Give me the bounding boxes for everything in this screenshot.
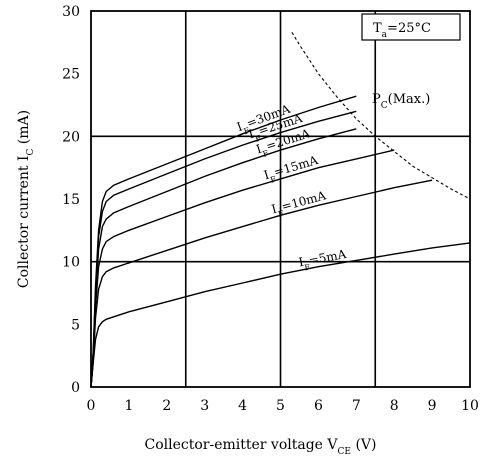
x-tick-label: 0 bbox=[87, 398, 96, 414]
y-axis-label: Collector current IC (mA) bbox=[16, 110, 36, 288]
x-tick-label: 5 bbox=[276, 398, 285, 414]
grid bbox=[91, 11, 470, 387]
series-line-3 bbox=[90, 149, 395, 388]
x-axis-label: Collector-emitter voltage VCE (V) bbox=[145, 437, 377, 457]
power-max-label: PC(Max.) bbox=[372, 92, 430, 111]
y-tick-label: 30 bbox=[62, 4, 80, 20]
x-tick-label: 7 bbox=[352, 398, 361, 414]
series-label-4: IF=10mA bbox=[270, 188, 329, 220]
temperature-label: Ta=25°C bbox=[373, 21, 431, 40]
series-line-4 bbox=[90, 179, 433, 388]
plot-frame bbox=[90, 10, 471, 388]
x-tick-label: 3 bbox=[200, 398, 209, 414]
y-tick-labels: 0 5 10 15 20 25 30 bbox=[62, 4, 80, 396]
y-tick-label: 10 bbox=[62, 255, 80, 271]
series-line-2 bbox=[90, 128, 357, 388]
x-tick-label: 8 bbox=[390, 398, 399, 414]
y-tick-label: 25 bbox=[62, 67, 80, 83]
x-tick-label: 6 bbox=[314, 398, 323, 414]
series-line-1 bbox=[90, 110, 357, 388]
x-tick-label: 1 bbox=[124, 398, 133, 414]
y-tick-label: 15 bbox=[62, 192, 80, 208]
x-tick-label: 9 bbox=[428, 398, 437, 414]
curves bbox=[90, 32, 471, 388]
y-tick-label: 0 bbox=[71, 380, 80, 396]
x-tick-label: 10 bbox=[461, 398, 479, 414]
series-label-5: IF=5mA bbox=[297, 247, 348, 273]
y-tick-label: 20 bbox=[62, 129, 80, 145]
x-tick-labels: 0 1 2 3 4 5 6 7 8 9 10 bbox=[87, 398, 479, 414]
x-tick-label: 2 bbox=[162, 398, 171, 414]
temperature-box bbox=[361, 13, 461, 41]
power-max-curve bbox=[291, 32, 471, 200]
x-tick-label: 4 bbox=[238, 398, 247, 414]
y-tick-label: 5 bbox=[71, 317, 80, 333]
series-line-5 bbox=[90, 242, 471, 388]
